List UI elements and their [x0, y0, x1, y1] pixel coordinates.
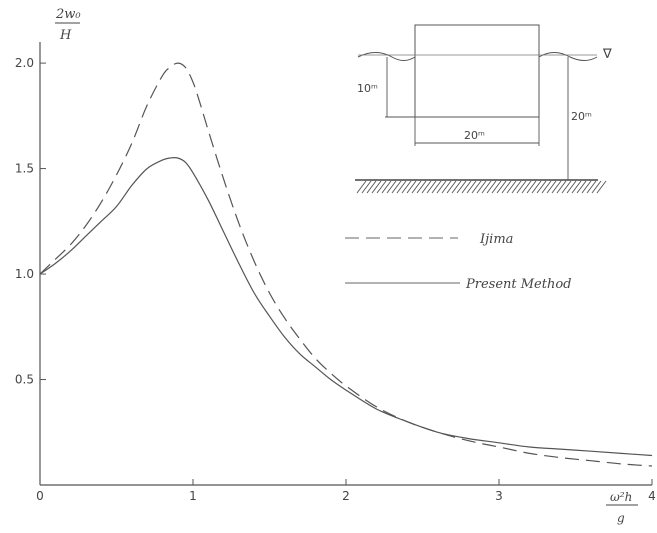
hatch-line — [556, 180, 567, 194]
inset-diagram: ∇ 10ᵐ 20ᵐ 20ᵐ — [355, 24, 612, 194]
y-tick-label: 1.0 — [15, 267, 34, 281]
hatch-line — [581, 180, 592, 194]
inset-width-label: 20ᵐ — [464, 129, 485, 142]
y-axis-label-denominator: H — [59, 28, 72, 43]
inset-draft-label: 10ᵐ — [357, 82, 378, 95]
hatch-line — [451, 180, 462, 194]
hatch-line — [531, 180, 542, 194]
hatch-line — [516, 180, 527, 194]
x-axis-label-numerator: ω²h — [610, 490, 632, 504]
series-present-method-line — [39, 157, 653, 457]
hatch-line — [491, 180, 502, 194]
x-tick-group: 0 1 2 3 4 — [36, 479, 656, 503]
x-tick-label: 2 — [342, 489, 350, 503]
y-tick-group: 0.5 1.0 1.5 2.0 — [15, 56, 46, 387]
hatch-line — [411, 180, 422, 194]
x-tick-label: 4 — [648, 489, 656, 503]
hatch-line — [356, 180, 367, 194]
hatch-line — [561, 180, 572, 194]
legend: Ijima Present Method — [345, 232, 572, 292]
hatch-line — [436, 180, 447, 194]
y-tick-label: 2.0 — [15, 56, 34, 70]
inset-depth-label: 20ᵐ — [571, 110, 592, 123]
hatch-line — [421, 180, 432, 194]
legend-present-method-label: Present Method — [465, 277, 572, 292]
hatch-line — [546, 180, 557, 194]
hatch-line — [371, 180, 382, 194]
hatch-line — [426, 180, 437, 194]
inset-body — [414, 24, 540, 118]
hatch-line — [526, 180, 537, 194]
hatch-line — [441, 180, 452, 194]
hatch-line — [576, 180, 587, 194]
hatch-line — [466, 180, 477, 194]
hatch-line — [511, 180, 522, 194]
hatch-line — [446, 180, 457, 194]
inset-wave-left — [357, 52, 416, 61]
hatch-line — [486, 180, 497, 194]
hatch-line — [481, 180, 492, 194]
x-tick-label: 3 — [495, 489, 503, 503]
hatch-line — [401, 180, 412, 194]
hatch-line — [386, 180, 397, 194]
hatch-line — [396, 180, 407, 194]
hatch-line — [506, 180, 517, 194]
hatch-line — [476, 180, 487, 194]
hatch-line — [591, 180, 602, 194]
series-layer — [39, 62, 653, 467]
hatch-line — [471, 180, 482, 194]
hatch-line — [586, 180, 597, 194]
hatch-line — [521, 180, 532, 194]
legend-ijima-label: Ijima — [479, 232, 513, 247]
hatch-line — [391, 180, 402, 194]
hatch-line — [461, 180, 472, 194]
hatch-line — [551, 180, 562, 194]
hatch-line — [431, 180, 442, 194]
hatch-line — [376, 180, 387, 194]
y-tick-label: 1.5 — [15, 162, 34, 176]
y-axis-label: 2w₀ H — [55, 7, 81, 43]
x-tick-label: 1 — [189, 489, 197, 503]
hatch-line — [536, 180, 547, 194]
hatch-line — [366, 180, 377, 194]
hatch-line — [596, 180, 607, 194]
inset-wave-right — [538, 52, 598, 61]
series-ijima-line — [39, 62, 653, 467]
x-tick-label: 0 — [36, 489, 44, 503]
y-axis-label-numerator: 2w₀ — [55, 7, 81, 22]
hatch-line — [571, 180, 582, 194]
hatch-line — [496, 180, 507, 194]
inset-water-symbol: ∇ — [602, 47, 612, 62]
plot-frame — [39, 42, 652, 486]
hatch-line — [456, 180, 467, 194]
x-axis-label-denominator: g — [617, 511, 625, 525]
hatch-line — [361, 180, 372, 194]
hatch-line — [406, 180, 417, 194]
hatch-line — [541, 180, 552, 194]
hatch-line — [566, 180, 577, 194]
x-axis-label: ω²h g — [606, 490, 638, 525]
y-tick-label: 0.5 — [15, 373, 34, 387]
inset-seabed-hatching — [356, 180, 607, 194]
hatch-line — [416, 180, 427, 194]
hatch-line — [381, 180, 392, 194]
hatch-line — [501, 180, 512, 194]
